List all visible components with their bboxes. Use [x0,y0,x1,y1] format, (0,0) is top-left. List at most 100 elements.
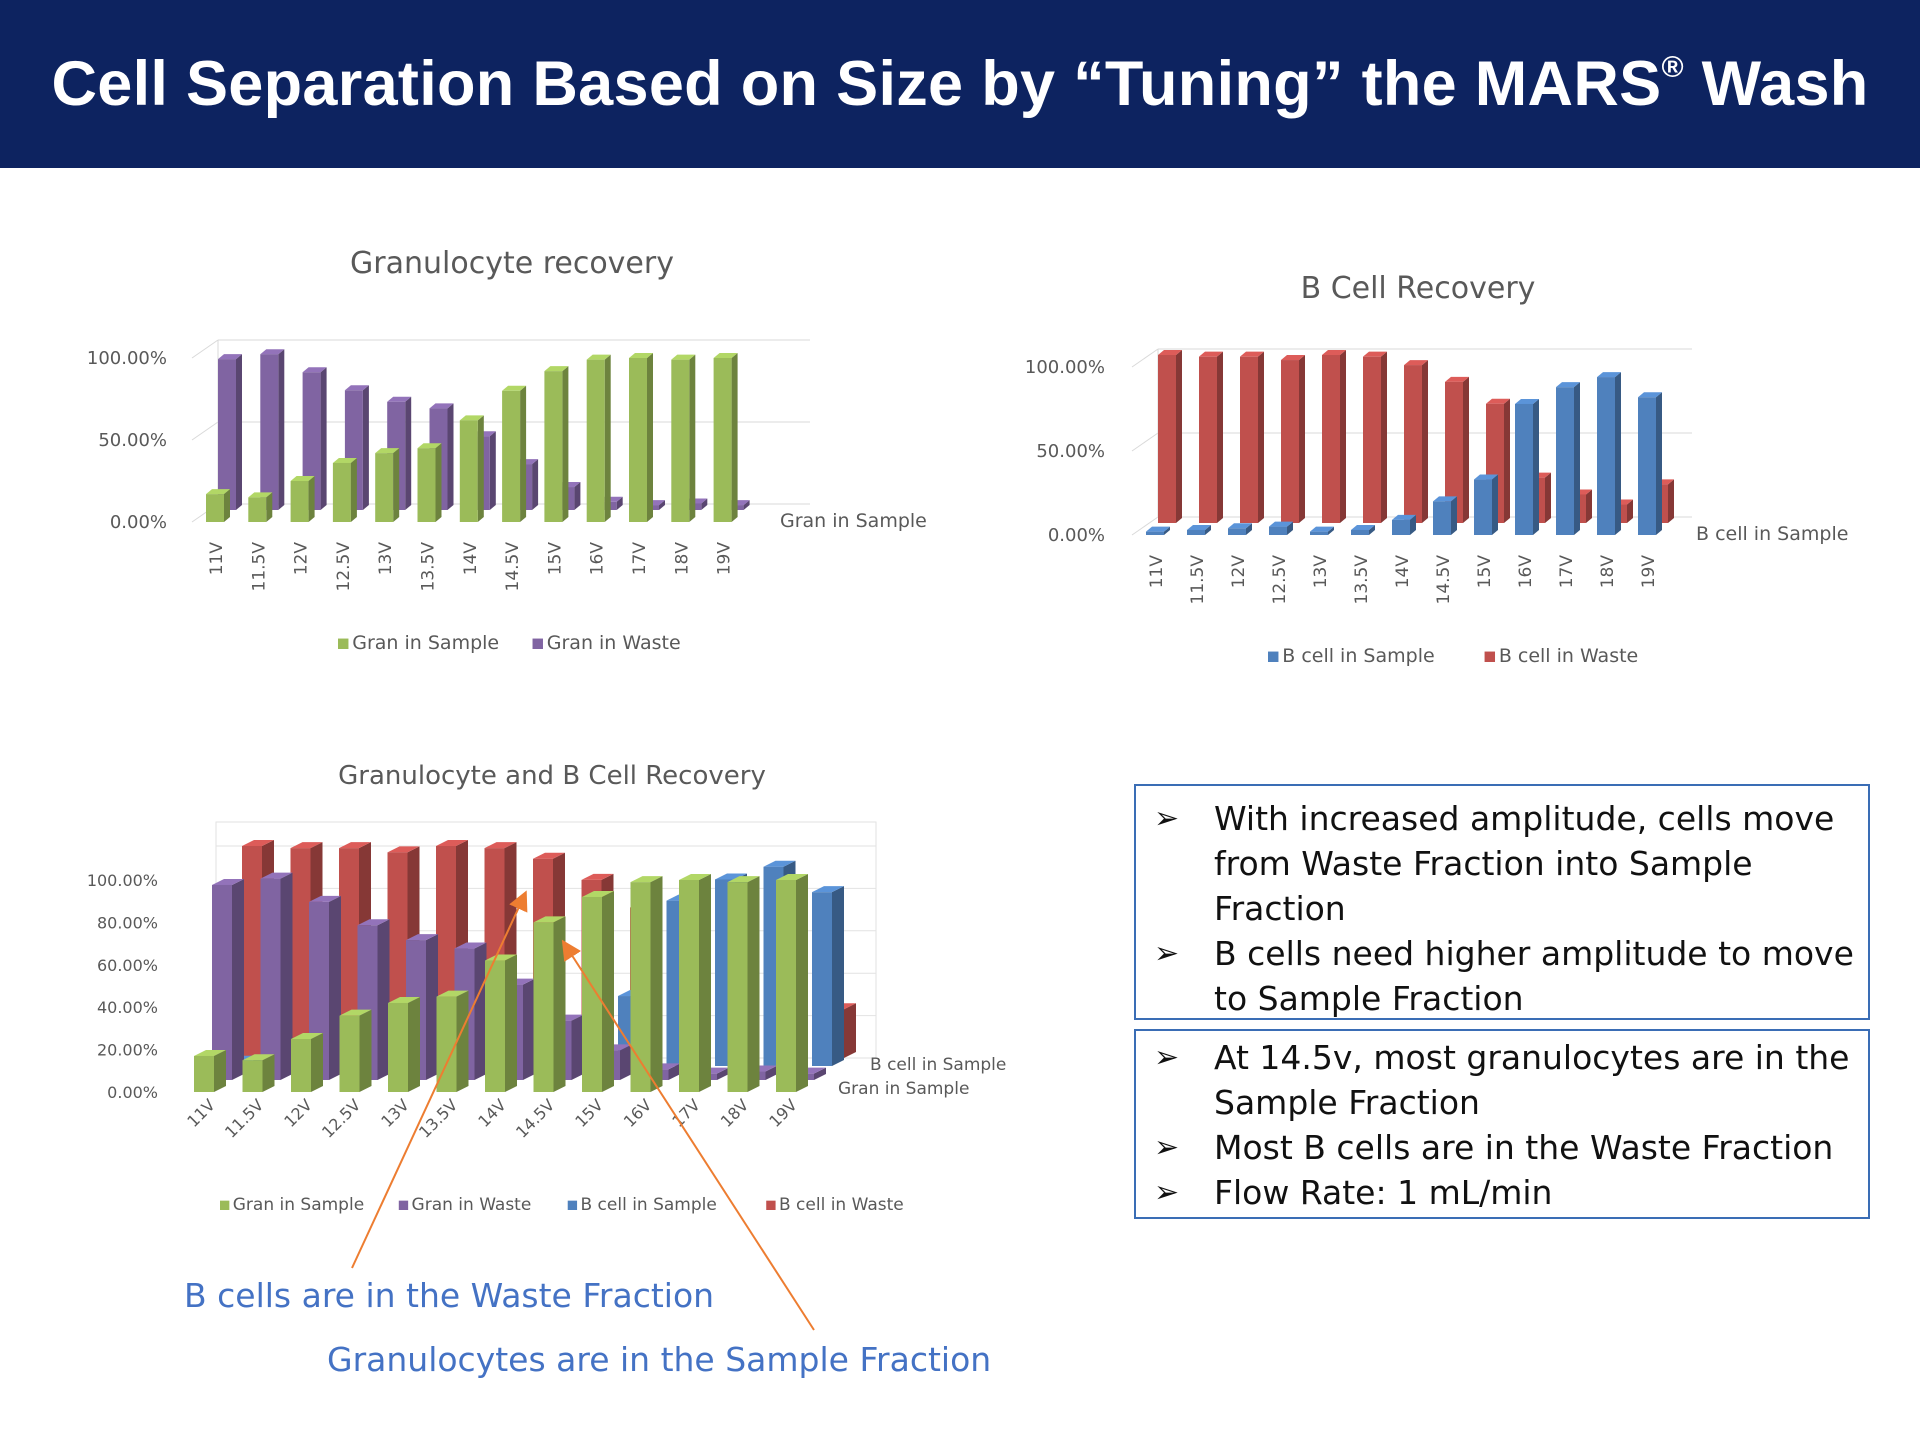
bar-bcell-waste [1281,355,1305,523]
legend-swatch [1268,651,1279,662]
legend-label: Gran in Sample [233,1195,364,1215]
y-tick-label: 100.00% [1025,357,1105,378]
y-tick-label: 0.00% [1048,525,1105,546]
bar-gran-sample [671,354,696,522]
y-tick-label: 50.00% [1036,441,1105,462]
bar-bcell-sample [1515,398,1539,535]
x-tick-label: 13.5V [1352,555,1372,605]
bar-gran-waste [302,367,327,510]
x-tick-label: 16V [1516,555,1536,589]
x-tick-label: 11V [1147,555,1167,589]
arrow-to-gran-sample [561,939,815,1331]
x-tick-label: 14.5V [503,542,523,592]
bar-bcell-sample [1146,526,1170,535]
y-tick-label: 80.00% [97,913,158,932]
bar-gran-sample [290,476,315,522]
legend-swatch [338,638,349,649]
x-tick-label: 19V [1639,555,1659,589]
y-tick-label: 0.00% [110,512,167,533]
bar-gran-sample [776,874,808,1092]
bar-gran-sample [502,385,527,522]
bar-bcell-sample [1433,496,1457,535]
chart-title: Granulocyte and B Cell Recovery [338,761,766,791]
bar-gran-sample [248,492,273,522]
gridline [1131,348,1159,368]
bar-bcell-waste [1158,350,1182,523]
bar-bcell-sample [1310,526,1334,535]
summary-item: ➢ At 14.5v, most granulocytes are in the … [1136,1035,1868,1125]
bar-bcell-sample [1392,514,1416,535]
gridline [191,339,219,359]
legend-label: Gran in Waste [547,632,681,654]
legend-swatch [766,1200,776,1210]
x-tick-label: 11V [207,542,227,576]
bar-gran-sample [242,1054,275,1092]
bar-bcell-sample [1228,523,1252,535]
bar-gran-sample [194,1049,226,1092]
bar-bcell-sample [1269,521,1293,535]
x-tick-label: 18V [672,542,692,576]
x-tick-label: 15V [545,542,565,576]
x-tick-label: 12V [1229,555,1249,589]
bar-gran-sample [727,876,760,1092]
x-tick-label: 18V [1598,555,1618,589]
y-tick-label: 40.00% [97,998,158,1017]
summary-box-bottom: ➢ At 14.5v, most granulocytes are in the … [1134,1029,1870,1219]
legend-label: B cell in Waste [1499,645,1638,667]
depth-label: Gran in Sample [780,510,927,532]
depth-label: Gran in Sample [838,1079,969,1099]
bar-bcell-waste [1240,351,1264,523]
x-tick-label: 13V [1311,555,1331,589]
summary-box-top: ➢ With increased amplitude, cells move fr… [1134,784,1870,1020]
legend-label: B cell in Sample [1282,645,1434,667]
bar-gran-sample [679,874,711,1092]
bar-bcell-sample [1187,524,1211,535]
bar-gran-sample [339,1009,372,1092]
callout-granulocytes-sample: Granulocytes are in the Sample Fraction [327,1340,992,1379]
bar-gran-sample [485,954,517,1092]
x-tick-label: 14V [1393,555,1413,589]
slide-title: Cell Separation Based on Size by “Tuning… [51,49,1869,119]
arrow-bullet-icon: ➢ [1154,1040,1180,1075]
legend-swatch [398,1200,409,1210]
bar-gran-sample [459,415,484,522]
gridline [1131,432,1159,452]
bar-gran-waste [218,354,242,510]
bar-bcell-sample [1556,382,1580,535]
bar-bcell-waste [1322,350,1346,523]
bar-gran-waste [212,878,244,1080]
x-tick-label: 14V [461,542,481,576]
y-tick-label: 0.00% [107,1083,158,1102]
callout-bcells-waste: B cells are in the Waste Fraction [184,1276,715,1315]
x-tick-label: 12.5V [334,542,354,592]
bar-bcell-sample [1638,392,1662,535]
bar-gran-waste [260,872,293,1080]
gridline [191,421,219,441]
legend-label: Gran in Sample [352,632,499,654]
bar-gran-sample [582,890,614,1092]
slide-header: Cell Separation Based on Size by “Tuning… [0,0,1920,168]
bar-gran-sample [586,354,611,522]
x-tick-label: 13.5V [419,542,439,592]
x-tick-label: 12V [292,542,312,576]
x-tick-label: 19V [715,542,735,576]
y-tick-label: 50.00% [98,430,167,451]
bar-gran-sample [206,489,230,522]
depth-label: B cell in Sample [870,1055,1006,1075]
legend-swatch [1484,651,1496,662]
arrow-bullet-icon: ➢ [1154,801,1180,836]
summary-item: ➢ Flow Rate: 1 mL/min [1136,1170,1868,1215]
y-tick-label: 100.00% [87,348,167,369]
y-tick-label: 60.00% [97,956,158,975]
x-tick-label: 11.5V [249,542,269,592]
chart-title: Granulocyte recovery [350,246,674,281]
x-tick-label: 15V [1475,555,1495,589]
summary-item: ➢ Most B cells are in the Waste Fraction [1136,1125,1868,1170]
bar-gran-sample [291,1033,323,1092]
bar-bcell-sample [1351,524,1375,535]
y-tick-label: 20.00% [97,1041,158,1060]
chart-title: B Cell Recovery [1301,271,1536,306]
